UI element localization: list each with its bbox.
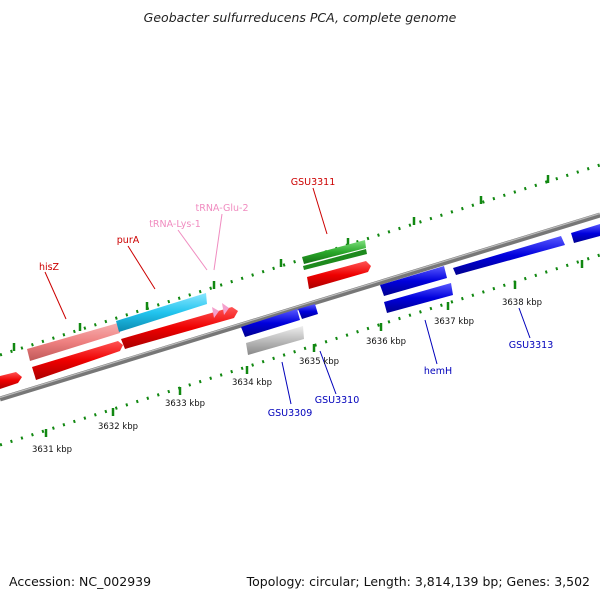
feature-hemH-cds-upper[interactable] <box>380 266 447 296</box>
scale-label-3631: 3631 kbp <box>32 445 72 455</box>
gene-label-GSU3309: GSU3309 <box>268 408 313 419</box>
feature-purA-cds[interactable] <box>121 307 238 349</box>
feature-GSU3311-cds[interactable] <box>307 261 371 289</box>
scale-label-3638: 3638 kbp <box>502 298 542 308</box>
scale-label-3635: 3635 kbp <box>299 357 339 367</box>
scale-label-3636: 3636 kbp <box>366 337 406 347</box>
feature-tRNA-Lys-1[interactable] <box>212 307 219 318</box>
scale-label-3633: 3633 kbp <box>165 399 205 409</box>
scale-label-3632: 3632 kbp <box>98 422 138 432</box>
feature-hisZ-cds[interactable] <box>32 341 123 380</box>
feature-purA-gene[interactable] <box>116 293 207 332</box>
gene-label-tRNA-Glu-2: tRNA-Glu-2 <box>196 203 249 214</box>
accession-label: Accession: NC_002939 <box>9 574 151 589</box>
gene-label-GSU3310: GSU3310 <box>315 395 360 406</box>
leader-lines <box>44 187 531 405</box>
feature-GSU3309-gene[interactable] <box>246 326 304 355</box>
genome-backbone <box>0 212 600 402</box>
gene-label-hisZ: hisZ <box>39 262 60 273</box>
outer-major-ticks <box>12 175 550 351</box>
feature-GSU3310-cds[interactable] <box>298 304 318 319</box>
genome-info-label: Topology: circular; Length: 3,814,139 bp… <box>246 574 590 589</box>
gene-label-tRNA-Lys-1: tRNA-Lys-1 <box>149 219 201 230</box>
feature-GSU3309-cds[interactable] <box>241 309 300 337</box>
scale-label-3637: 3637 kbp <box>434 317 474 327</box>
map-title: Geobacter sulfurreducens PCA, complete g… <box>144 10 457 25</box>
inner-major-ticks <box>44 260 584 437</box>
gene-label-GSU3313: GSU3313 <box>509 340 554 351</box>
feature-hisZ-gene[interactable] <box>27 323 120 361</box>
feature-GSU3313-cds[interactable] <box>453 236 565 275</box>
gene-label-hemH: hemH <box>424 366 452 377</box>
feature-right-cds[interactable] <box>571 224 600 243</box>
feature-GSU3311-gene[interactable] <box>302 240 367 270</box>
gene-label-purA: purA <box>117 235 140 246</box>
feature-left-cds[interactable] <box>0 372 22 389</box>
feature-tRNA-Glu-2[interactable] <box>222 303 229 315</box>
feature-hemH-cds-lower[interactable] <box>384 283 453 313</box>
scale-label-3634: 3634 kbp <box>232 378 272 388</box>
gene-label-GSU3311: GSU3311 <box>291 177 336 188</box>
